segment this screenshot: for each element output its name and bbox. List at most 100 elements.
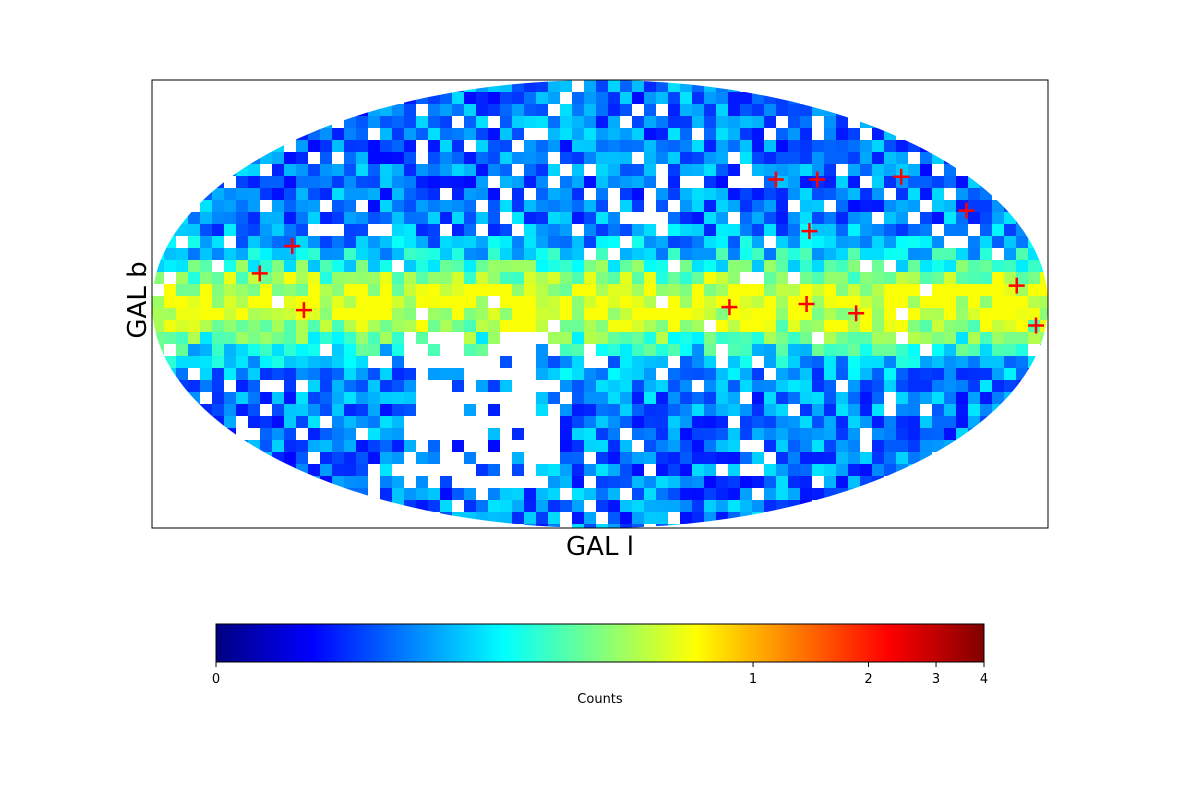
map-cell <box>416 248 428 260</box>
map-cell <box>416 200 428 212</box>
map-cell <box>644 296 656 308</box>
map-cell <box>884 128 896 140</box>
map-cell <box>284 272 296 284</box>
map-cell <box>692 116 704 128</box>
map-cell <box>824 176 836 188</box>
map-cell <box>920 296 932 308</box>
map-cell <box>824 476 836 488</box>
map-cell <box>992 344 1004 356</box>
map-cell <box>464 344 476 356</box>
map-cell <box>440 248 452 260</box>
map-cell <box>536 92 548 104</box>
map-cell <box>380 500 392 512</box>
map-cell <box>548 128 560 140</box>
map-cell <box>788 140 800 152</box>
map-cell <box>368 188 380 200</box>
map-cell <box>332 188 344 200</box>
map-cell <box>788 500 800 512</box>
map-cell <box>728 272 740 284</box>
map-cell <box>488 140 500 152</box>
map-cell <box>164 224 176 236</box>
map-cell <box>536 320 548 332</box>
map-cell <box>932 260 944 272</box>
map-cell <box>572 452 584 464</box>
map-cell <box>524 260 536 272</box>
map-cell <box>1028 248 1040 260</box>
map-cell <box>836 212 848 224</box>
map-cell <box>704 500 716 512</box>
map-cell <box>836 320 848 332</box>
map-cell <box>368 140 380 152</box>
map-cell <box>764 224 776 236</box>
map-cell <box>608 440 620 452</box>
map-cell <box>452 188 464 200</box>
map-cell <box>596 200 608 212</box>
map-cell <box>812 488 824 500</box>
map-cell <box>668 488 680 500</box>
map-cell <box>296 344 308 356</box>
map-cell <box>536 356 548 368</box>
map-cell <box>632 224 644 236</box>
map-cell <box>824 464 836 476</box>
map-cell <box>368 308 380 320</box>
map-cell <box>644 368 656 380</box>
map-cell <box>584 368 596 380</box>
map-cell <box>668 284 680 296</box>
map-cell <box>224 308 236 320</box>
map-cell <box>824 488 836 500</box>
map-cell <box>236 404 248 416</box>
map-cell <box>968 284 980 296</box>
map-cell <box>752 128 764 140</box>
map-cell <box>848 452 860 464</box>
map-cell <box>428 272 440 284</box>
map-cell <box>224 392 236 404</box>
map-cell <box>800 476 812 488</box>
map-cell <box>320 476 332 488</box>
map-cell <box>464 176 476 188</box>
map-cell <box>296 260 308 272</box>
map-cell <box>620 200 632 212</box>
map-cell <box>248 380 260 392</box>
map-cell <box>260 176 272 188</box>
map-cell <box>896 224 908 236</box>
map-cell <box>824 380 836 392</box>
map-cell <box>212 272 224 284</box>
map-cell <box>188 308 200 320</box>
map-cell <box>800 116 812 128</box>
map-cell <box>812 152 824 164</box>
map-cell <box>356 392 368 404</box>
map-cell <box>404 152 416 164</box>
map-cell <box>596 320 608 332</box>
map-cell <box>560 380 572 392</box>
map-cell <box>944 176 956 188</box>
map-cell <box>548 392 560 404</box>
map-cell <box>668 236 680 248</box>
x-axis-label: GAL l <box>566 532 634 562</box>
map-cell <box>584 332 596 344</box>
map-cell <box>548 524 560 528</box>
map-cell <box>740 332 752 344</box>
map-cell <box>788 260 800 272</box>
map-cell <box>272 392 284 404</box>
map-cell <box>896 452 908 464</box>
map-cell <box>296 452 308 464</box>
map-cell <box>692 308 704 320</box>
map-cell <box>740 512 752 524</box>
map-cell <box>356 476 368 488</box>
map-cell <box>680 224 692 236</box>
map-cell <box>404 236 416 248</box>
map-cell <box>572 440 584 452</box>
map-cell <box>812 236 824 248</box>
map-cell <box>692 356 704 368</box>
map-cell <box>500 152 512 164</box>
map-cell <box>356 212 368 224</box>
map-cell <box>872 128 884 140</box>
map-cell <box>512 272 524 284</box>
map-cell <box>668 500 680 512</box>
map-cell <box>872 152 884 164</box>
map-cell <box>440 128 452 140</box>
map-cell <box>764 416 776 428</box>
map-cell <box>812 272 824 284</box>
map-cell <box>656 356 668 368</box>
map-cell <box>704 200 716 212</box>
